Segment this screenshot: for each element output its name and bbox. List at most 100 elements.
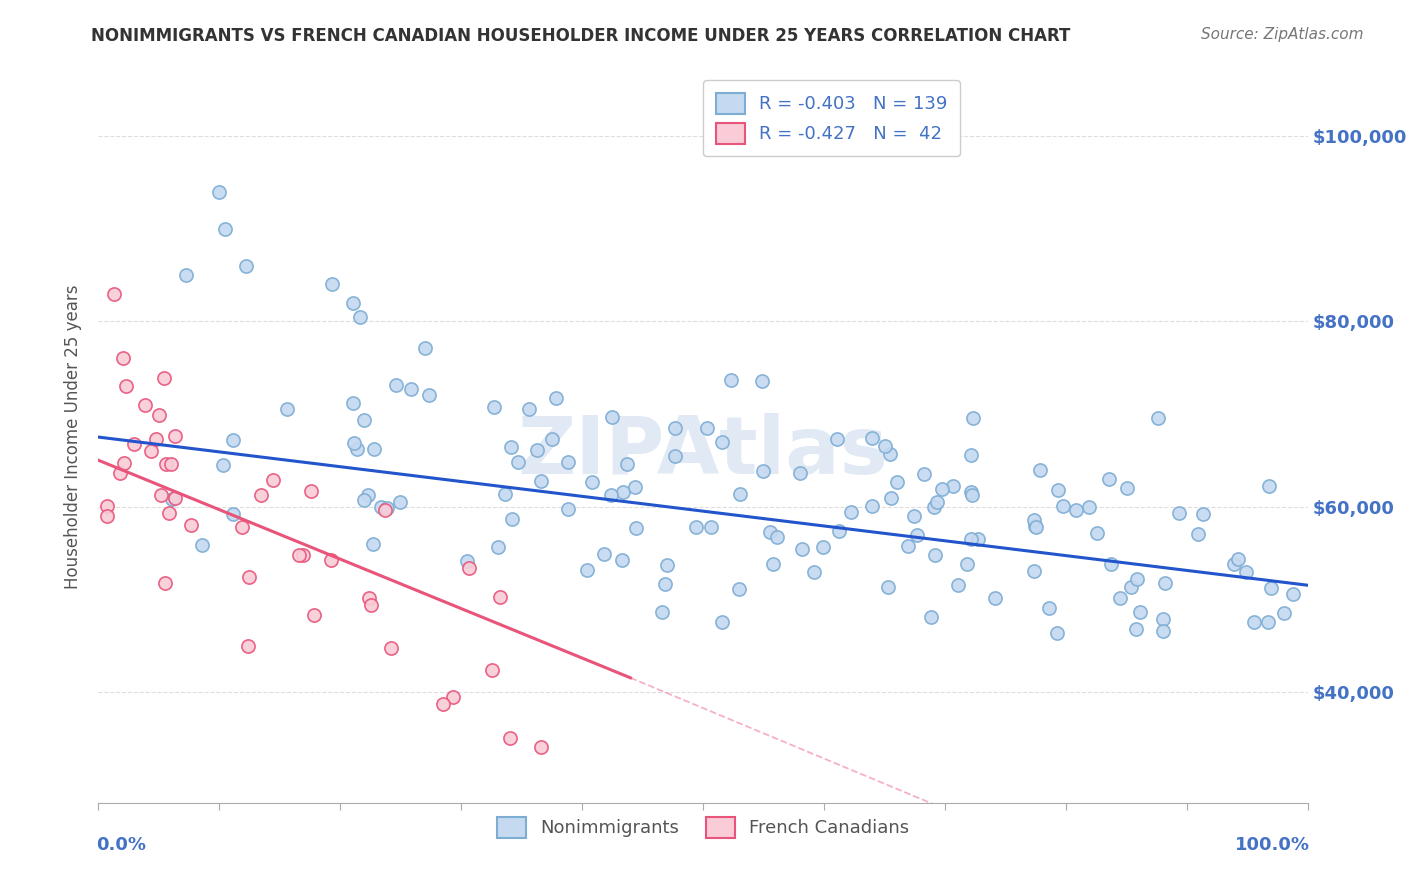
Point	[1187, 527, 1209, 541]
Point	[920, 609, 942, 624]
Point	[357, 487, 380, 501]
Point	[1125, 622, 1147, 636]
Point	[360, 598, 382, 612]
Point	[792, 541, 814, 556]
Point	[103, 286, 125, 301]
Point	[873, 439, 896, 453]
Point	[581, 475, 603, 490]
Point	[599, 488, 621, 502]
Point	[685, 520, 707, 534]
Point	[710, 434, 733, 449]
Point	[1025, 520, 1047, 534]
Point	[363, 442, 385, 457]
Point	[115, 379, 138, 393]
Point	[827, 432, 849, 446]
Point	[1282, 587, 1305, 601]
Point	[342, 295, 364, 310]
Point	[221, 434, 243, 448]
Point	[1022, 513, 1045, 527]
Point	[160, 457, 183, 471]
Point	[149, 488, 172, 502]
Text: 100.0%: 100.0%	[1234, 836, 1310, 854]
Legend: Nonimmigrants, French Canadians: Nonimmigrants, French Canadians	[489, 810, 917, 845]
Point	[828, 524, 851, 539]
Point	[235, 259, 257, 273]
Point	[905, 528, 928, 542]
Point	[1028, 463, 1050, 477]
Point	[924, 548, 946, 562]
Point	[664, 421, 686, 435]
Point	[1126, 572, 1149, 586]
Point	[540, 433, 562, 447]
Point	[191, 538, 214, 552]
Point	[759, 524, 782, 539]
Point	[96, 508, 118, 523]
Point	[1243, 615, 1265, 629]
Point	[1152, 624, 1174, 638]
Point	[946, 578, 969, 592]
Point	[860, 499, 883, 513]
Point	[1223, 557, 1246, 571]
Point	[696, 420, 718, 434]
Point	[616, 457, 638, 471]
Point	[860, 431, 883, 445]
Point	[1258, 479, 1281, 493]
Point	[1260, 581, 1282, 595]
Point	[174, 268, 197, 282]
Point	[163, 491, 186, 506]
Point	[155, 457, 177, 471]
Text: NONIMMIGRANTS VS FRENCH CANADIAN HOUSEHOLDER INCOME UNDER 25 YEARS CORRELATION C: NONIMMIGRANTS VS FRENCH CANADIAN HOUSEHO…	[91, 27, 1071, 45]
Point	[1154, 575, 1177, 590]
Point	[343, 436, 366, 450]
Point	[457, 561, 479, 575]
Point	[912, 467, 935, 482]
Point	[1109, 591, 1132, 605]
Point	[1024, 564, 1046, 578]
Point	[1038, 600, 1060, 615]
Point	[960, 448, 983, 462]
Point	[1116, 481, 1139, 495]
Point	[363, 537, 385, 551]
Point	[624, 521, 647, 535]
Point	[1052, 499, 1074, 513]
Point	[1046, 483, 1069, 497]
Point	[1147, 410, 1170, 425]
Point	[956, 557, 979, 571]
Point	[1257, 615, 1279, 629]
Point	[304, 607, 326, 622]
Point	[877, 580, 900, 594]
Point	[214, 221, 236, 235]
Point	[1234, 565, 1257, 579]
Point	[418, 388, 440, 402]
Point	[1226, 552, 1249, 566]
Point	[506, 455, 529, 469]
Point	[413, 341, 436, 355]
Point	[720, 372, 742, 386]
Point	[960, 488, 983, 502]
Point	[122, 437, 145, 451]
Point	[1098, 472, 1121, 486]
Point	[526, 442, 548, 457]
Y-axis label: Householder Income Under 25 years: Householder Income Under 25 years	[65, 285, 83, 590]
Point	[349, 310, 371, 324]
Point	[903, 508, 925, 523]
Point	[517, 401, 540, 416]
Point	[456, 554, 478, 568]
Point	[1152, 612, 1174, 626]
Point	[112, 351, 135, 366]
Point	[501, 512, 523, 526]
Point	[389, 494, 412, 508]
Point	[942, 478, 965, 492]
Point	[623, 480, 645, 494]
Point	[222, 507, 245, 521]
Point	[481, 664, 503, 678]
Point	[208, 185, 231, 199]
Point	[484, 400, 506, 414]
Point	[728, 486, 751, 500]
Point	[276, 402, 298, 417]
Point	[353, 413, 375, 427]
Point	[375, 501, 398, 516]
Point	[1129, 606, 1152, 620]
Point	[287, 548, 309, 562]
Point	[879, 447, 901, 461]
